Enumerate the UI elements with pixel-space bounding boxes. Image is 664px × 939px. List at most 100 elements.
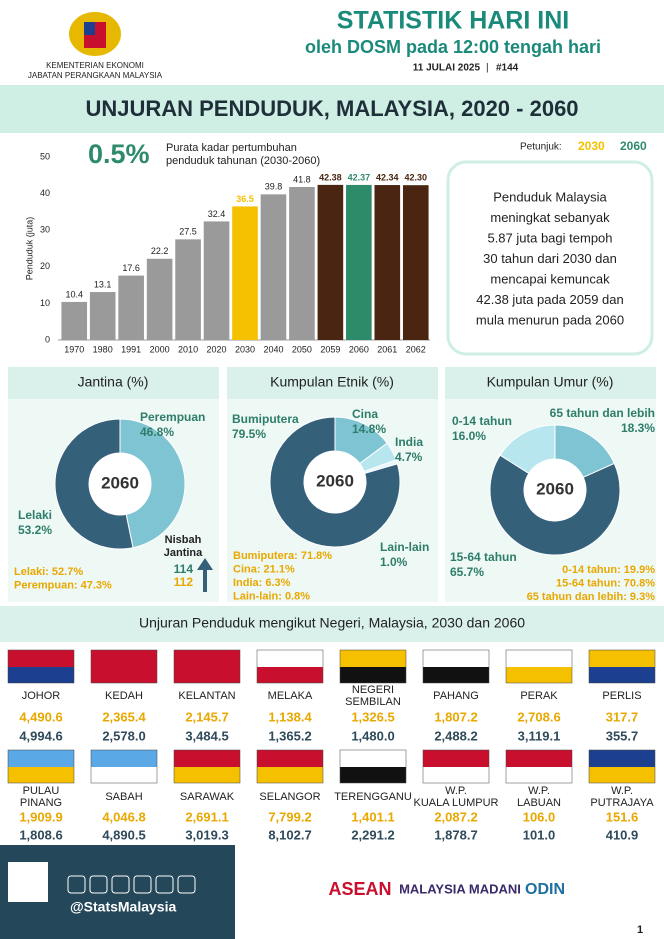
flag xyxy=(91,767,157,783)
note-line: 42.38 juta pada 2059 dan xyxy=(476,292,623,307)
social-icon xyxy=(133,875,152,894)
value-2030: 2,145.7 xyxy=(185,709,228,724)
value-2060: 8,102.7 xyxy=(268,827,311,842)
flag xyxy=(589,767,655,783)
value-2030: 317.7 xyxy=(606,709,639,724)
slice-value: 16.0% xyxy=(452,429,486,443)
summary-2030: Perempuan: 47.3% xyxy=(14,579,112,591)
summary-2030: 65 tahun dan lebih: 9.3% xyxy=(527,591,656,603)
value-2030: 2,708.6 xyxy=(517,709,560,724)
y-tick-label: 30 xyxy=(40,225,50,235)
panel-header xyxy=(445,367,656,399)
x-tick-label: 2062 xyxy=(406,344,426,354)
y-tick-label: 50 xyxy=(40,151,50,161)
state-name: W.P. xyxy=(445,785,467,797)
bar xyxy=(346,184,372,340)
state-name: SARAWAK xyxy=(180,791,235,803)
logo: MALAYSIA MADANI xyxy=(399,881,521,896)
value-2030: 2,087.2 xyxy=(434,809,477,824)
flag xyxy=(174,667,240,683)
value-2060: 2,291.2 xyxy=(351,827,394,842)
ministry: KEMENTERIAN EKONOMI xyxy=(46,61,144,70)
states-band xyxy=(0,606,664,642)
value-2060: 4,994.6 xyxy=(19,728,62,743)
title: STATISTIK HARI INI xyxy=(337,7,569,35)
note-box xyxy=(446,160,654,356)
subtitle: oleh DOSM pada 12:00 tengah hari xyxy=(305,37,601,57)
slice-name: Bumiputera xyxy=(232,412,299,426)
value-label: 32.4 xyxy=(208,209,226,219)
state-name: W.P. xyxy=(611,785,633,797)
x-tick-label: 2000 xyxy=(150,344,170,354)
value-label: 13.1 xyxy=(94,279,112,289)
state-name: LABUAN xyxy=(517,797,561,809)
value-2030: 106.0 xyxy=(523,809,556,824)
flag xyxy=(423,767,489,783)
page-number: 1 xyxy=(637,924,643,936)
flag xyxy=(340,667,406,683)
bar xyxy=(146,258,173,340)
flag-border xyxy=(7,649,75,684)
slice-name: 65 tahun dan lebih xyxy=(550,406,655,420)
value-2060: 355.7 xyxy=(606,728,639,743)
state-name: SEMBILAN xyxy=(345,696,401,708)
x-tick-label: 2010 xyxy=(178,344,198,354)
flag xyxy=(257,650,323,667)
flag-border xyxy=(256,649,324,684)
state-name: PERAK xyxy=(520,690,558,702)
slice-name: India xyxy=(395,435,423,449)
flag-border xyxy=(7,749,75,784)
value-label: 42.37 xyxy=(348,172,371,182)
x-tick-label: 2060 xyxy=(349,344,369,354)
flag-border xyxy=(588,749,656,784)
note-line: Penduduk Malaysia xyxy=(493,189,607,204)
flag-border xyxy=(90,749,158,784)
summary-2030: Bumiputera: 71.8% xyxy=(233,550,332,562)
value-2030: 2,365.4 xyxy=(102,709,146,724)
slice-name: Lain-lain xyxy=(380,540,429,554)
flag xyxy=(340,650,406,667)
slice-name: 15-64 tahun xyxy=(450,550,517,564)
value-2060: 410.9 xyxy=(606,827,639,842)
value-2030: 1,326.5 xyxy=(351,709,394,724)
flag-border xyxy=(422,749,490,784)
ratio-value: 112 xyxy=(174,575,194,589)
y-tick-label: 40 xyxy=(40,188,50,198)
bar xyxy=(317,184,344,340)
value-2060: 101.0 xyxy=(523,827,556,842)
panel-header xyxy=(8,367,219,399)
flag xyxy=(174,650,240,667)
qr xyxy=(8,862,48,902)
flag xyxy=(8,650,74,667)
slice-value: 4.7% xyxy=(395,450,423,464)
department: JABATAN PERANGKAAN MALAYSIA xyxy=(28,71,163,80)
slice-value: 1.0% xyxy=(380,555,408,569)
x-tick-label: 1991 xyxy=(121,344,141,354)
ratio-label: Jantina xyxy=(164,547,203,559)
value-2030: 1,909.9 xyxy=(19,809,62,824)
summary-2030: Lain-lain: 0.8% xyxy=(233,590,310,602)
value-label: 22.2 xyxy=(151,246,169,256)
state-name: PAHANG xyxy=(433,690,479,702)
value-label: 39.8 xyxy=(265,182,283,192)
x-tick-label: 2040 xyxy=(263,344,283,354)
flag xyxy=(589,667,655,683)
flag xyxy=(506,750,572,767)
social-icon xyxy=(67,875,86,894)
flag-border xyxy=(256,749,324,784)
y-tick-label: 0 xyxy=(45,334,50,344)
state-name: SABAH xyxy=(105,791,142,803)
flag-border xyxy=(173,649,241,684)
slice-value: 46.8% xyxy=(140,425,174,439)
center-label: 2060 xyxy=(536,479,574,498)
value-2060: 3,019.3 xyxy=(185,827,228,842)
value-label: 42.38 xyxy=(319,172,342,182)
y-axis-label: Penduduk (juta) xyxy=(24,217,34,281)
value-2030: 151.6 xyxy=(606,809,639,824)
flag xyxy=(8,667,74,683)
bar xyxy=(260,194,287,340)
handle: @StatsMalaysia xyxy=(70,899,176,915)
x-tick-label: 1970 xyxy=(64,344,84,354)
issue: #144 xyxy=(496,63,519,74)
separator: | xyxy=(486,63,489,74)
